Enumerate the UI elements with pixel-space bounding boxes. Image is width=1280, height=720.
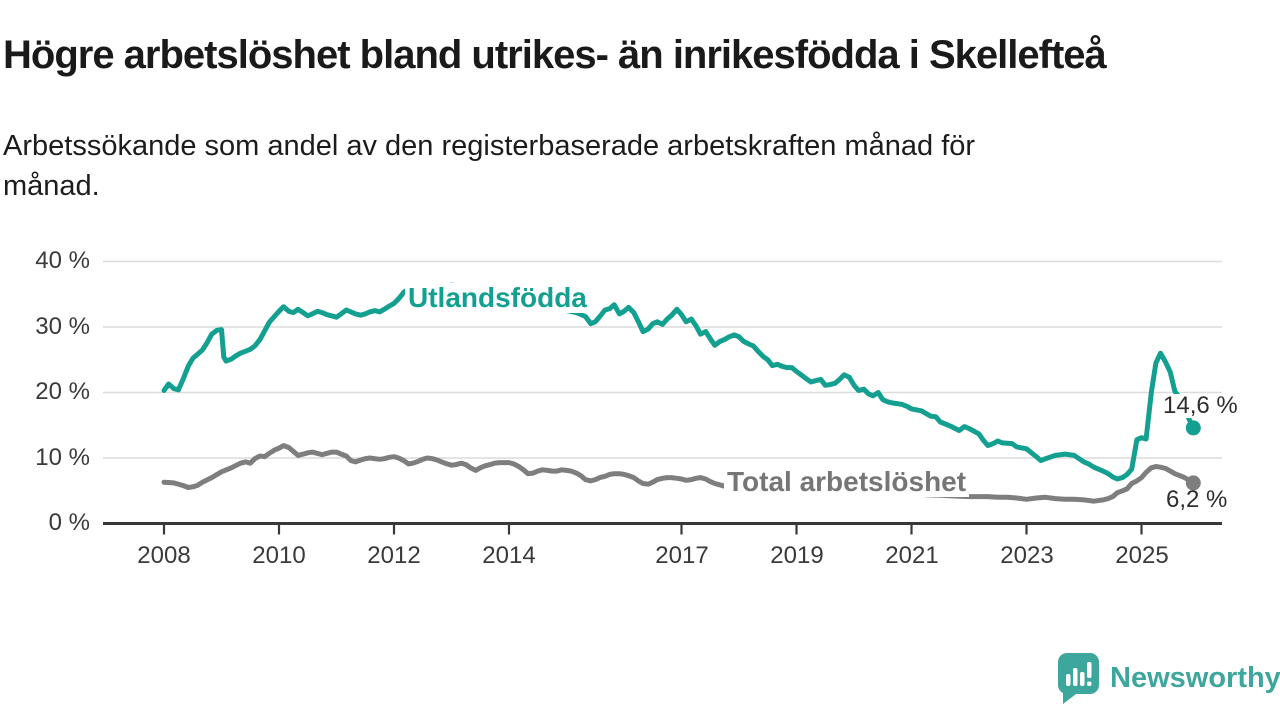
x-axis-tick-label-2017: 2017 <box>655 542 709 569</box>
x-axis-tick-label-2023: 2023 <box>1000 542 1054 569</box>
end-value-label-total: 6,2 % <box>1166 486 1228 513</box>
y-axis-tick-label-20: 20 % <box>35 378 90 405</box>
end-value-label-utlandsfodda: 14,6 % <box>1161 392 1240 419</box>
subtitle-line-2: månad. <box>3 170 100 202</box>
series-line-1 <box>161 443 1196 504</box>
x-axis-tick-label-2021: 2021 <box>885 542 939 569</box>
subtitle-line-1: Arbetssökande som andel av den registerb… <box>3 130 976 162</box>
page-title: Högre arbetslöshet bland utrikes- än inr… <box>3 33 1107 77</box>
series-label-utlandsfodda: Utlandsfödda <box>405 283 590 313</box>
x-axis-tick-label-2012: 2012 <box>367 542 421 569</box>
y-axis-tick-label-10: 10 % <box>35 444 90 471</box>
x-axis-tick-label-2025: 2025 <box>1115 542 1169 569</box>
x-axis-tick-label-2014: 2014 <box>482 542 536 569</box>
x-axis-tick-label-2019: 2019 <box>770 542 824 569</box>
y-axis-tick-label-40: 40 % <box>35 247 90 274</box>
newsworthy-logo-text: Newsworthy <box>1110 662 1280 694</box>
end-dot-1 <box>1185 475 1201 491</box>
newsworthy-logo-icon <box>1058 653 1099 704</box>
series-line-0 <box>161 282 1196 482</box>
y-axis-tick-label-30: 30 % <box>35 313 90 340</box>
x-axis-tick-label-2008: 2008 <box>137 542 191 569</box>
chart-subtitle: Arbetssökande som andel av den registerb… <box>3 126 975 206</box>
y-axis-tick-label-0: 0 % <box>48 509 90 536</box>
end-dot-0 <box>1185 420 1201 436</box>
series-label-total-arbetsloshet: Total arbetslöshet <box>724 467 970 497</box>
x-axis-tick-label-2010: 2010 <box>252 542 306 569</box>
